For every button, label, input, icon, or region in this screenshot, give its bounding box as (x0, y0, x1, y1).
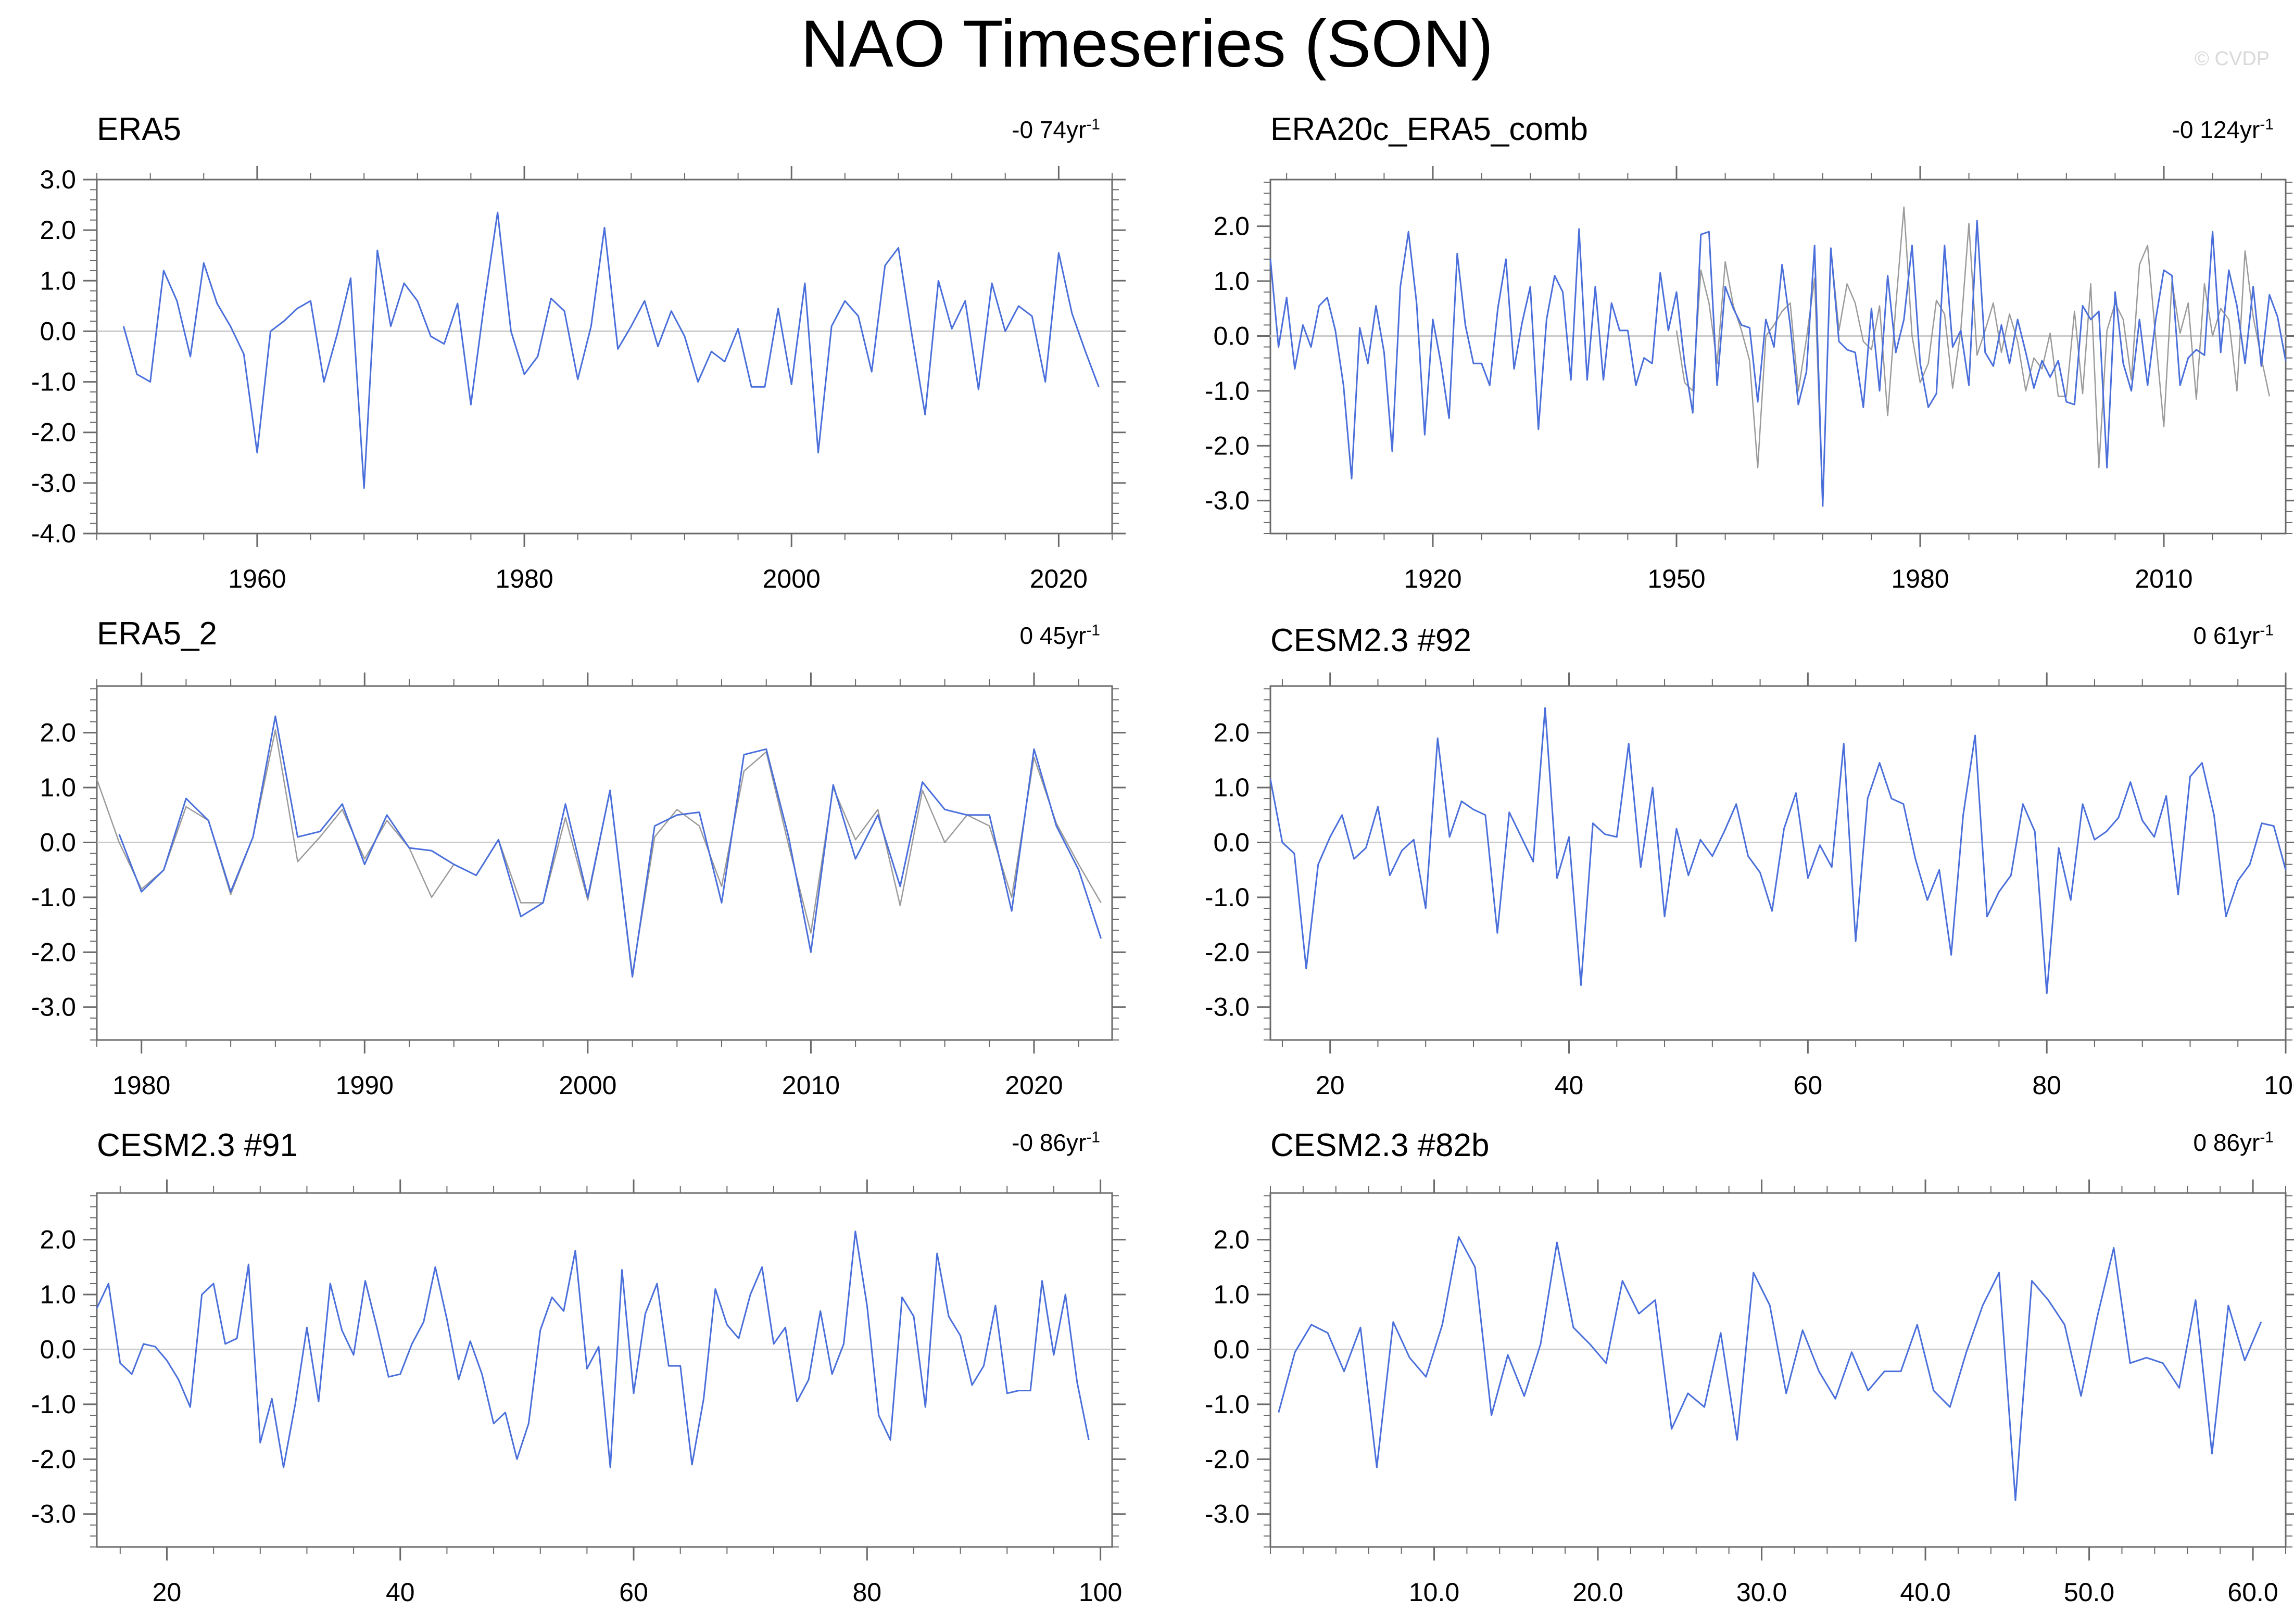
y-tick-label: 1.0 (40, 1280, 76, 1309)
trend-era5: -0 74yr-1 (1012, 116, 1100, 143)
x-tick-label: 20.0 (1572, 1578, 1623, 1607)
panel-title-cesm-91: CESM2.3 #91 (97, 1127, 298, 1163)
x-tick-label: 1920 (1404, 564, 1461, 593)
y-tick-label: -3.0 (1205, 1500, 1250, 1529)
y-tick-label: 3.0 (40, 165, 76, 194)
plot-frame (96, 685, 1113, 1041)
y-tick-label: 1.0 (1213, 773, 1250, 802)
x-tick-label: 1990 (336, 1071, 394, 1100)
y-tick-label: -3.0 (1205, 993, 1250, 1022)
series-line-era5 (1675, 206, 2271, 507)
series-line-cesm2-3-91 (96, 1230, 1090, 1468)
cvdp-watermark: © CVDP (2195, 48, 2270, 70)
trend-cesm-92: 0 61yr-1 (2193, 621, 2274, 649)
panel-title-era5-2: ERA5_2 (97, 616, 217, 652)
trend-era5-2: 0 45yr-1 (1019, 621, 1100, 649)
y-tick-label: 2.0 (40, 215, 76, 245)
x-tick-label: 100 (2264, 1071, 2294, 1100)
y-tick-label: -1.0 (31, 883, 76, 912)
x-tick-label: 1980 (495, 564, 553, 593)
y-tick-label: -4.0 (31, 519, 76, 548)
x-tick-label: 10.0 (1409, 1578, 1459, 1607)
y-tick-label: 1.0 (40, 773, 76, 802)
y-tick-label: 1.0 (1213, 267, 1250, 296)
series-line-era5-2 (118, 715, 1102, 978)
x-tick-label: 40 (1555, 1071, 1584, 1100)
x-tick-label: 50.0 (2064, 1578, 2114, 1607)
y-tick-label: -2.0 (1205, 431, 1250, 460)
panel-title-cesm-82b: CESM2.3 #82b (1270, 1127, 1490, 1163)
y-tick-label: 2.0 (1213, 1225, 1250, 1254)
y-tick-label: -1.0 (31, 367, 76, 397)
x-tick-label: 60 (1794, 1071, 1823, 1100)
panel-title-era5: ERA5 (97, 111, 181, 147)
x-tick-label: 2020 (1005, 1071, 1063, 1100)
y-tick-label: 2.0 (1213, 718, 1250, 747)
x-tick-label: 1960 (228, 564, 286, 593)
x-tick-label: 30.0 (1736, 1578, 1787, 1607)
y-tick-label: 0.0 (40, 828, 76, 857)
trend-cesm-82b: 0 86yr-1 (2193, 1128, 2274, 1156)
y-tick-label: -2.0 (1205, 937, 1250, 967)
y-tick-label: 0.0 (40, 1335, 76, 1364)
series-line-era5 (122, 211, 1100, 489)
y-tick-label: 2.0 (40, 1225, 76, 1254)
series-line-cesm2-3-92 (1269, 707, 2287, 994)
x-tick-label: 2020 (1030, 564, 1088, 593)
x-tick-label: 2000 (763, 564, 821, 593)
y-tick-label: -1.0 (1205, 1390, 1250, 1419)
trend-era20c-era5-comb: -0 124yr-1 (2172, 116, 2274, 143)
panel-title-cesm-92: CESM2.3 #92 (1270, 623, 1471, 658)
x-tick-label: 60.0 (2227, 1578, 2278, 1607)
y-tick-label: 1.0 (1213, 1280, 1250, 1309)
x-tick-label: 20 (153, 1578, 182, 1607)
y-tick-label: 0.0 (1213, 828, 1250, 857)
y-tick-label: -3.0 (31, 993, 76, 1022)
y-tick-label: -3.0 (31, 468, 76, 498)
plot-frame (1269, 1192, 2287, 1548)
y-tick-label: 0.0 (1213, 321, 1250, 350)
x-tick-label: 1980 (112, 1071, 170, 1100)
figure-title: NAO Timeseries (SON) (801, 7, 1493, 81)
y-tick-label: -3.0 (31, 1500, 76, 1529)
series-line-era20c (1269, 220, 2287, 507)
x-tick-label: 80 (2032, 1071, 2061, 1100)
x-tick-label: 2000 (559, 1071, 616, 1100)
y-tick-label: 0.0 (40, 316, 76, 346)
y-tick-label: 0.0 (1213, 1335, 1250, 1364)
y-tick-label: -3.0 (1205, 486, 1250, 515)
x-tick-label: 40 (386, 1578, 415, 1607)
y-tick-label: -1.0 (1205, 376, 1250, 405)
y-tick-label: -1.0 (31, 1390, 76, 1419)
y-tick-label: 2.0 (40, 718, 76, 747)
y-tick-label: -2.0 (1205, 1444, 1250, 1474)
y-tick-label: -2.0 (31, 1444, 76, 1474)
trend-cesm-91: -0 86yr-1 (1012, 1128, 1100, 1156)
x-tick-label: 2010 (782, 1071, 840, 1100)
x-tick-label: 80 (852, 1578, 881, 1607)
x-tick-label: 20 (1316, 1071, 1345, 1100)
x-tick-label: 1950 (1647, 564, 1705, 593)
y-tick-label: 1.0 (40, 266, 76, 295)
panel-title-era20c-era5-comb: ERA20c_ERA5_comb (1270, 111, 1588, 147)
x-tick-label: 100 (1079, 1578, 1122, 1607)
y-tick-label: -1.0 (1205, 883, 1250, 912)
y-tick-label: -2.0 (31, 937, 76, 967)
x-tick-label: 1980 (1891, 564, 1949, 593)
y-tick-label: -2.0 (31, 418, 76, 447)
plot-frame (96, 179, 1113, 535)
x-tick-label: 40.0 (1900, 1578, 1950, 1607)
plot-frame (1269, 685, 2287, 1041)
plot-frame (96, 1192, 1113, 1548)
x-tick-label: 2010 (2135, 564, 2192, 593)
x-tick-label: 60 (619, 1578, 648, 1607)
series-line-cesm2-3-82b (1278, 1236, 2262, 1501)
y-tick-label: 2.0 (1213, 212, 1250, 241)
